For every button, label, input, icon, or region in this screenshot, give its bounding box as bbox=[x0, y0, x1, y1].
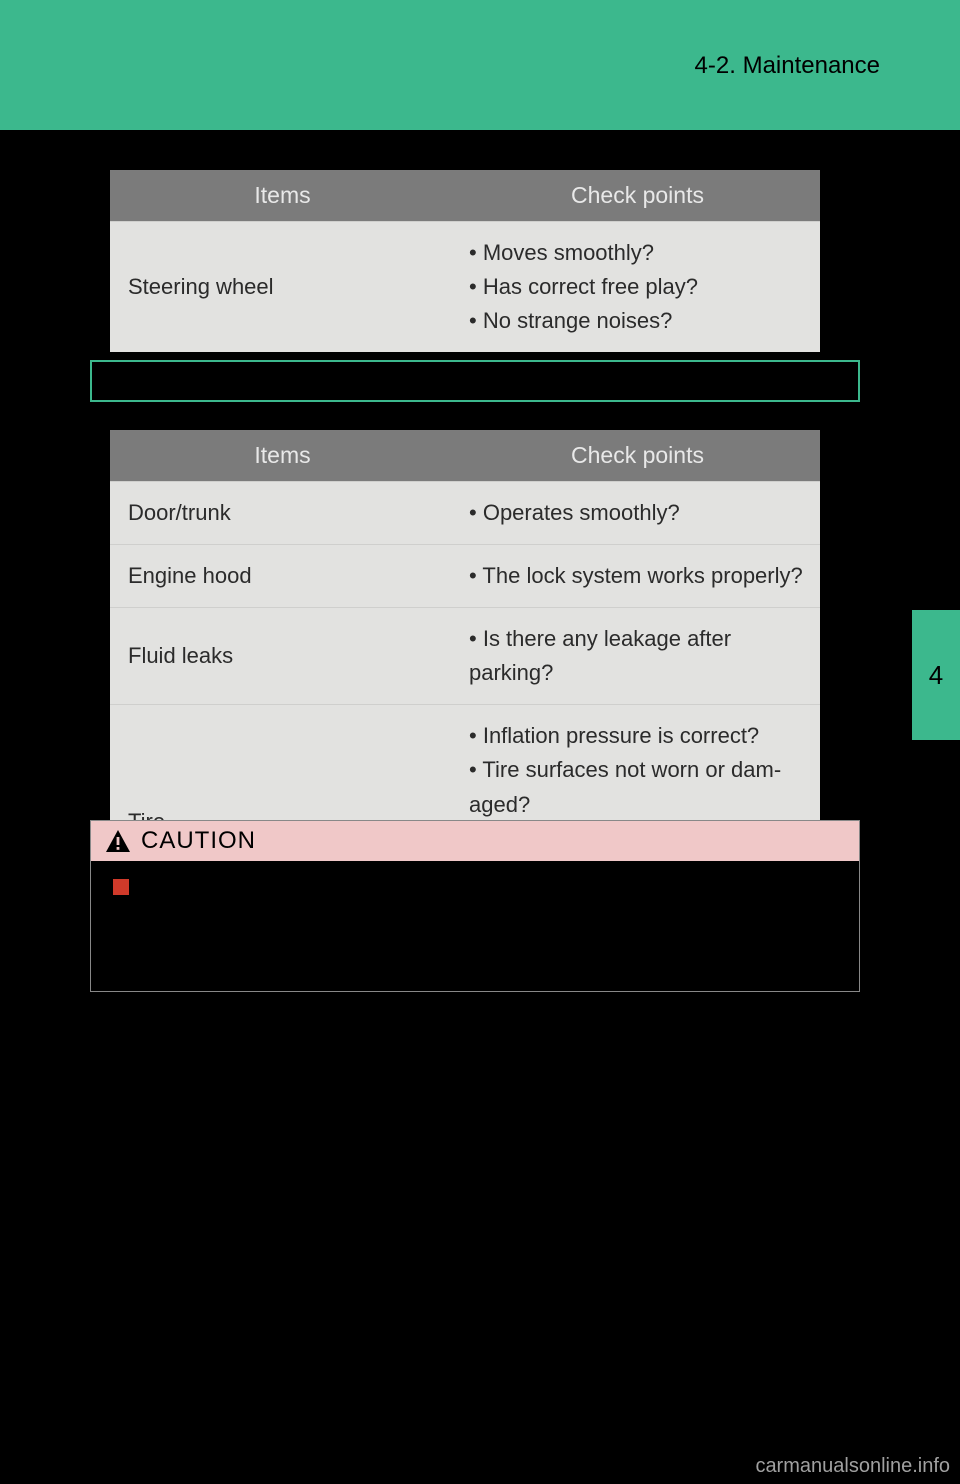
check-point: No strange noises? bbox=[469, 304, 806, 338]
page-body: 4 Items Check points Steering wheelMoves… bbox=[0, 130, 960, 1484]
check-point: Operates smoothly? bbox=[469, 496, 806, 530]
check-point: Is there any leakage after parking? bbox=[469, 622, 806, 690]
col-items: Items bbox=[110, 430, 455, 482]
watermark: carmanualsonline.info bbox=[755, 1455, 950, 1478]
points-cell: Is there any leakage after parking? bbox=[455, 608, 820, 705]
caution-box: CAUTION bbox=[90, 820, 860, 992]
points-cell: Operates smoothly? bbox=[455, 482, 820, 545]
item-cell: Steering wheel bbox=[110, 222, 455, 353]
col-points: Check points bbox=[455, 170, 820, 222]
check-point: Tire surfaces not worn or dam- aged? bbox=[469, 753, 806, 821]
table-row: Steering wheelMoves smoothly?Has correct… bbox=[110, 222, 820, 353]
item-cell: Door/trunk bbox=[110, 482, 455, 545]
chapter-tab: 4 bbox=[912, 610, 960, 740]
check-point: Inflation pressure is correct? bbox=[469, 719, 806, 753]
table1-body: Steering wheelMoves smoothly?Has correct… bbox=[110, 222, 820, 353]
breadcrumb: 4-2. Maintenance bbox=[695, 52, 880, 80]
inspection-table-1: Items Check points Steering wheelMoves s… bbox=[110, 170, 820, 352]
table-row: Fluid leaksIs there any leakage after pa… bbox=[110, 608, 820, 705]
points-cell: The lock system works properly? bbox=[455, 545, 820, 608]
item-cell: Fluid leaks bbox=[110, 608, 455, 705]
section-divider bbox=[90, 360, 860, 402]
item-cell: Engine hood bbox=[110, 545, 455, 608]
table-row: Engine hood The lock system works properl… bbox=[110, 545, 820, 608]
points-cell: Moves smoothly?Has correct free play?No … bbox=[455, 222, 820, 353]
caution-header: CAUTION bbox=[91, 821, 859, 861]
check-point: The lock system works properly? bbox=[469, 559, 806, 593]
check-point: Has correct free play? bbox=[469, 270, 806, 304]
col-points: Check points bbox=[455, 430, 820, 482]
warning-icon bbox=[105, 829, 131, 853]
caution-title: CAUTION bbox=[141, 827, 256, 855]
col-items: Items bbox=[110, 170, 455, 222]
page-header: 4-2. Maintenance bbox=[0, 0, 960, 130]
caution-body bbox=[91, 861, 859, 991]
table-row: Door/trunk Operates smoothly? bbox=[110, 482, 820, 545]
caution-bullet-icon bbox=[113, 879, 129, 895]
check-point: Moves smoothly? bbox=[469, 236, 806, 270]
